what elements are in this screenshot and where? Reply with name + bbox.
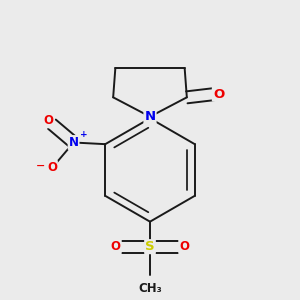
Text: O: O bbox=[47, 161, 57, 174]
Text: O: O bbox=[44, 114, 54, 127]
Text: O: O bbox=[111, 240, 121, 253]
Text: N: N bbox=[144, 110, 156, 123]
Text: O: O bbox=[213, 88, 224, 100]
Text: CH₃: CH₃ bbox=[138, 282, 162, 295]
Text: O: O bbox=[179, 240, 189, 253]
Text: +: + bbox=[80, 130, 88, 139]
Text: N: N bbox=[69, 136, 79, 149]
Text: −: − bbox=[36, 161, 45, 171]
Text: S: S bbox=[145, 240, 155, 253]
